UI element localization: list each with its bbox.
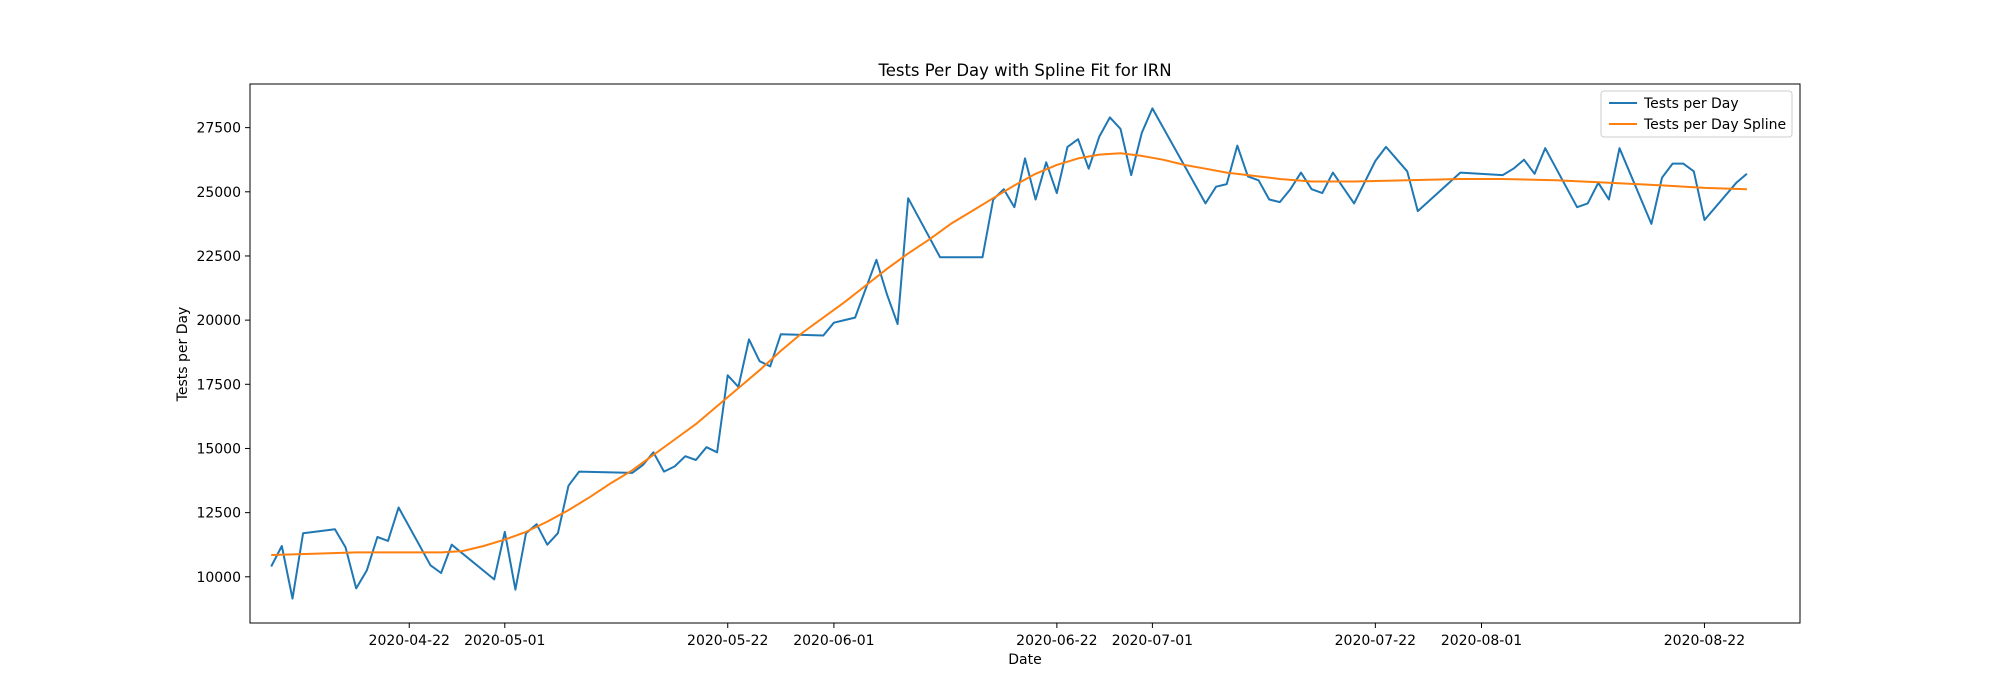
y-tick-label: 27500 [196,121,241,137]
series-line-2 [271,152,1747,556]
x-tick-label: 2020-06-01 [793,633,874,649]
x-tick-label: 2020-07-01 [1112,633,1193,649]
y-axis-ticks: 10000 12500 15000 17500 20000 22500 25000 27500 [196,121,250,586]
plot-lines [270,107,1748,600]
legend-label-1: Tests per Day [1643,96,1739,112]
y-tick-label: 15000 [196,441,241,457]
x-tick-label: 2020-06-22 [1016,633,1097,649]
x-tick-label: 2020-05-01 [464,633,545,649]
y-tick-label: 20000 [196,313,241,329]
x-tick-label: 2020-07-22 [1335,633,1416,649]
legend: Tests per Day Tests per Day Spline [1600,90,1793,138]
y-tick-label: 17500 [196,377,241,393]
y-tick-label: 10000 [196,570,241,586]
series-line-1 [270,107,1748,600]
y-tick-label: 25000 [196,185,241,201]
chart-title: Tests Per Day with Spline Fit for IRN [877,61,1171,80]
x-axis-ticks: 2020-04-22 2020-05-01 2020-05-22 2020-06-01… [369,623,1745,649]
plot-frame [249,83,1801,624]
y-tick-label: 22500 [196,249,241,265]
y-tick-label: 12500 [196,506,241,522]
x-axis-label: Date [1008,652,1041,668]
legend-label-2: Tests per Day Spline [1643,117,1786,133]
x-tick-label: 2020-08-22 [1664,633,1745,649]
x-tick-label: 2020-05-22 [687,633,768,649]
y-axis-label: Tests per Day [175,307,191,403]
x-tick-label: 2020-04-22 [369,633,450,649]
x-tick-label: 2020-08-01 [1441,633,1522,649]
legend-box [1600,90,1793,138]
